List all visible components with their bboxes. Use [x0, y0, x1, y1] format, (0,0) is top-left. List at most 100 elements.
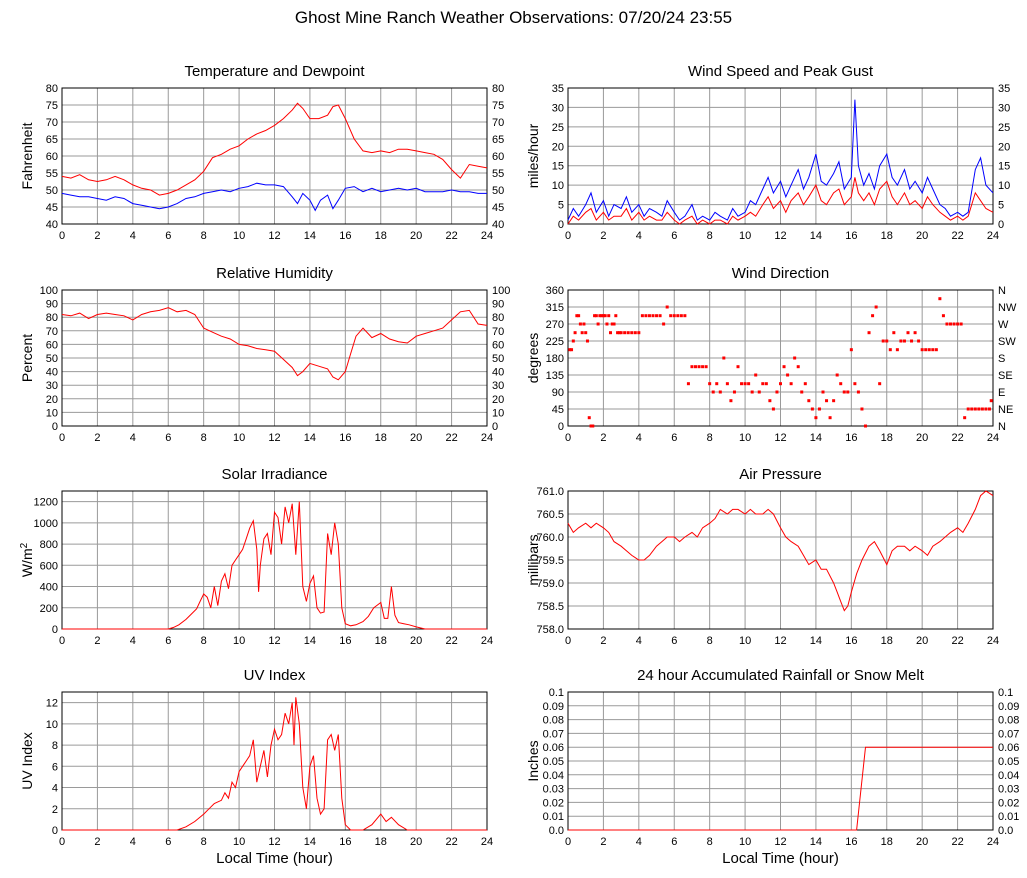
y-tick-label: 60	[46, 339, 58, 351]
x-tick-label: 10	[233, 230, 245, 242]
x-tick-label: 10	[233, 432, 245, 444]
solar-ylabel: W/m2	[19, 542, 36, 577]
wind-speed-title: Wind Speed and Peak Gust	[688, 63, 874, 80]
right-tick-label: 50	[492, 185, 504, 197]
data-point	[587, 416, 591, 420]
y-tick-label: 759.0	[536, 578, 564, 590]
data-point	[938, 297, 942, 301]
y-tick-label: 360	[546, 285, 564, 297]
data-point	[892, 331, 896, 335]
y-tick-label: 70	[46, 117, 58, 129]
data-point	[761, 382, 765, 386]
x-tick-label: 0	[59, 432, 65, 444]
data-point	[931, 348, 935, 352]
x-tick-label: 2	[94, 836, 100, 848]
data-point	[573, 331, 577, 335]
data-point	[644, 314, 648, 318]
data-point	[704, 365, 708, 369]
data-point	[575, 314, 579, 318]
data-point	[750, 390, 754, 394]
x-tick-label: 8	[707, 635, 713, 647]
x-tick-label: 18	[375, 635, 387, 647]
solar-ylabel-sup: 2	[19, 542, 30, 548]
x-tick-label: 20	[410, 836, 422, 848]
data-point	[864, 424, 867, 428]
x-tick-label: 6	[165, 230, 171, 242]
rainfall-title: 24 hour Accumulated Rainfall or Snow Mel…	[637, 667, 925, 684]
y-tick-label: 0.02	[543, 797, 564, 809]
data-point	[839, 382, 843, 386]
x-tick-label: 16	[339, 432, 351, 444]
data-point	[623, 331, 627, 335]
y-tick-label: 759.5	[536, 555, 564, 567]
x-tick-label: 14	[304, 432, 316, 444]
data-point	[662, 322, 666, 326]
y-tick-label: 0.03	[543, 784, 564, 796]
temperature-title: Temperature and Dewpoint	[184, 63, 365, 80]
right-tick-label: 80	[492, 312, 504, 324]
data-point	[782, 365, 786, 369]
x-tick-label: 8	[707, 432, 713, 444]
data-point	[800, 390, 804, 394]
x-tick-label: 6	[165, 836, 171, 848]
x-tick-label: 12	[268, 635, 280, 647]
x-tick-label: 10	[739, 230, 751, 242]
y-tick-label: 100	[40, 285, 58, 297]
y-tick-label: 180	[546, 353, 564, 365]
y-tick-label: 270	[546, 319, 564, 331]
right-tick-label: 55	[492, 168, 504, 180]
y-tick-label: 35	[552, 83, 564, 95]
x-tick-label: 20	[410, 635, 422, 647]
y-tick-label: 15	[552, 161, 564, 173]
right-tick-label: NE	[998, 404, 1013, 416]
data-point	[658, 314, 662, 318]
x-tick-label: 12	[268, 432, 280, 444]
y-tick-label: 0.04	[543, 770, 564, 782]
right-tick-label: 35	[998, 83, 1010, 95]
data-point	[987, 407, 991, 411]
y-tick-label: 20	[552, 141, 564, 153]
data-point	[740, 382, 744, 386]
x-tick-label: 24	[987, 432, 999, 444]
x-tick-label: 18	[375, 432, 387, 444]
temperature-ylabel: Fahrenheit	[19, 122, 35, 189]
data-point	[775, 390, 779, 394]
data-point	[835, 373, 839, 377]
y-tick-label: 1000	[34, 518, 58, 530]
data-point	[715, 382, 719, 386]
x-tick-label: 4	[636, 836, 642, 848]
right-tick-label: 45	[492, 202, 504, 214]
y-tick-label: 80	[46, 312, 58, 324]
x-tick-label: 4	[130, 432, 136, 444]
x-tick-label: 14	[304, 836, 316, 848]
right-tick-label: 20	[492, 394, 504, 406]
data-point	[945, 322, 949, 326]
x-tick-label: 24	[987, 635, 999, 647]
data-point	[722, 356, 726, 360]
x-tick-label: 6	[165, 432, 171, 444]
data-point	[881, 339, 885, 343]
data-point	[789, 382, 793, 386]
data-point	[878, 382, 882, 386]
x-tick-label: 4	[130, 230, 136, 242]
uv-series-line	[62, 697, 487, 831]
data-point	[885, 339, 889, 343]
x-tick-label: 20	[410, 230, 422, 242]
data-point	[966, 407, 970, 411]
data-point	[647, 314, 651, 318]
data-point	[610, 322, 614, 326]
rainfall-xlabel: Local Time (hour)	[722, 850, 839, 867]
right-tick-label: 30	[998, 102, 1010, 114]
data-point	[736, 365, 740, 369]
right-tick-label: NW	[998, 302, 1017, 314]
pressure-title: Air Pressure	[739, 466, 822, 483]
x-tick-label: 16	[339, 230, 351, 242]
right-tick-label: 0.05	[998, 756, 1019, 768]
data-point	[871, 314, 875, 318]
y-tick-label: 45	[46, 202, 58, 214]
right-tick-label: 75	[492, 100, 504, 112]
x-tick-label: 24	[987, 836, 999, 848]
y-tick-label: 600	[40, 560, 58, 572]
